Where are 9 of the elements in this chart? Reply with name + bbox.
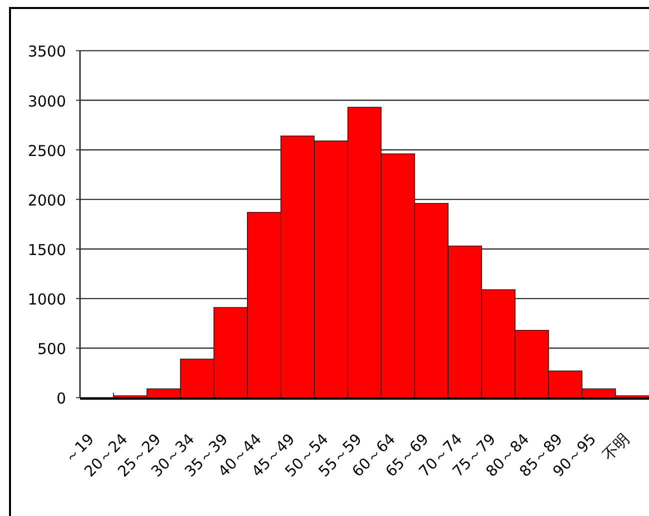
- ytick: 3000: [28, 92, 66, 110]
- xtick: 不明: [599, 430, 634, 464]
- ytick: 2500: [28, 142, 66, 160]
- ytick: 2000: [28, 191, 66, 210]
- ytick: 500: [37, 340, 66, 358]
- ytick: 1000: [28, 290, 66, 309]
- ytick: 1500: [28, 240, 66, 259]
- ytick: 3500: [28, 42, 66, 61]
- ytick: 0: [56, 390, 66, 408]
